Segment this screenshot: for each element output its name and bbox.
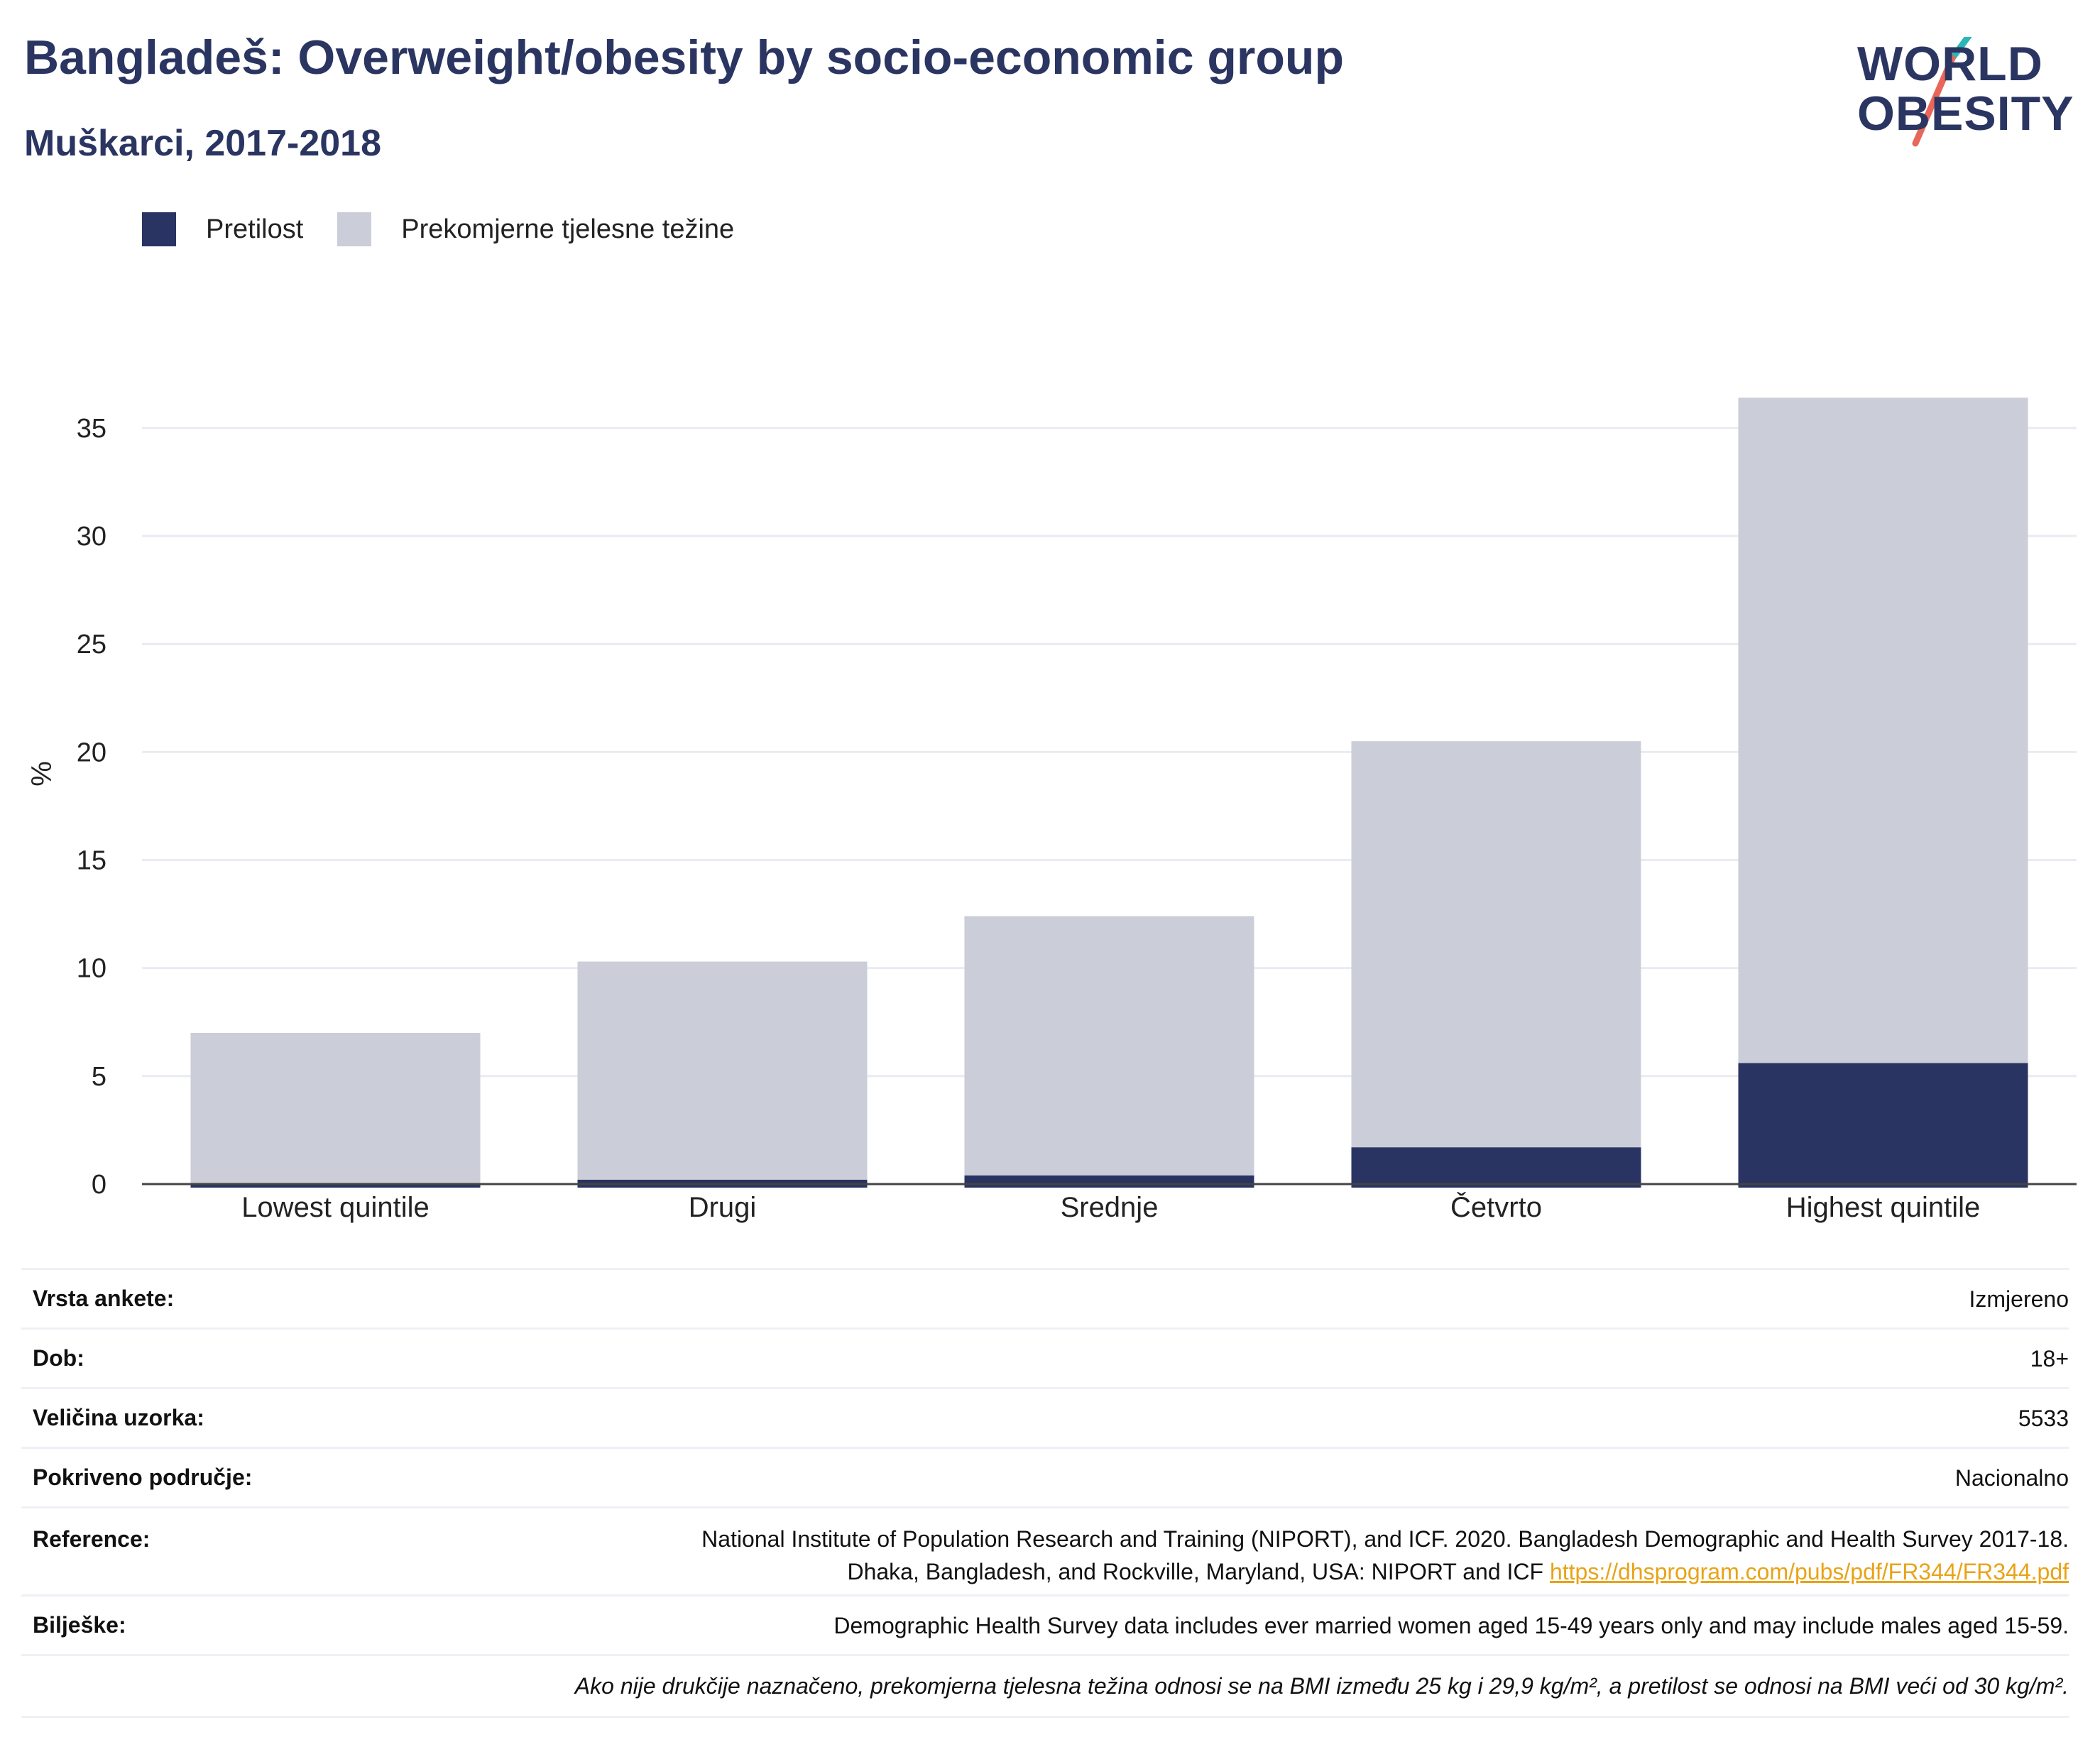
bars: [190, 398, 2028, 1188]
chart-subtitle: Muškarci, 2017-2018: [24, 123, 382, 164]
x-category-label: Lowest quintile: [241, 1192, 430, 1223]
logo-line-1: WORLD: [1857, 37, 2043, 91]
y-tick-label: 0: [92, 1170, 106, 1200]
x-category-label: Highest quintile: [1786, 1192, 1981, 1223]
y-tick-label: 30: [77, 522, 106, 552]
y-tick-label: 5: [92, 1062, 106, 1092]
legend-item-overweight[interactable]: Prekomjerne tjelesne težine: [337, 212, 734, 246]
survey-type-label: Vrsta ankete:: [33, 1286, 175, 1311]
y-tick-label: 15: [77, 846, 106, 876]
survey-type-value: Izmjereno: [1969, 1286, 2069, 1312]
bar-obesity[interactable]: [964, 1175, 1254, 1188]
y-tick-label: 20: [77, 738, 106, 767]
reference-line-2: Dhaka, Bangladesh, and Rockville, Maryla…: [847, 1559, 1544, 1584]
coverage-label: Pokriveno područje:: [33, 1464, 253, 1490]
sample-size-label: Veličina uzorka:: [33, 1405, 204, 1430]
reference-link[interactable]: https://dhsprogram.com/pubs/pdf/FR344/FR…: [1549, 1559, 2069, 1584]
reference-value: National Institute of Population Researc…: [701, 1523, 2069, 1588]
chart-title: Bangladeš: Overweight/obesity by socio-e…: [24, 31, 1345, 84]
bar-overweight[interactable]: [190, 1032, 481, 1184]
y-tick-label: 25: [77, 630, 106, 659]
world-obesity-logo: WORLD OBESITY: [1846, 37, 2087, 150]
bar-overweight[interactable]: [1738, 398, 2028, 1063]
legend-swatch-overweight: [337, 212, 372, 246]
legend-label-obesity: Pretilost: [206, 214, 304, 244]
x-category-labels: Lowest quintile Drugi Srednje Četvrto Highes…: [241, 1191, 1980, 1223]
bar-overweight[interactable]: [964, 916, 1254, 1176]
reference-label: Reference:: [33, 1526, 151, 1552]
x-category-label: Srednje: [1061, 1192, 1159, 1223]
legend-swatch-obesity: [142, 212, 176, 246]
reference-line-1: National Institute of Population Researc…: [701, 1526, 2069, 1552]
info-row-sample-size: Veličina uzorka: 5533: [21, 1387, 2069, 1447]
legend-label-overweight: Prekomjerne tjelesne težine: [401, 214, 735, 244]
bar-overweight[interactable]: [577, 961, 868, 1180]
bar-chart: 0 5 10 15 20 25 30 35 Lowest quintile Drugi Sredn…: [26, 398, 2077, 1223]
y-tick-label: 10: [77, 954, 106, 984]
coverage-value: Nacionalno: [1954, 1464, 2069, 1491]
notes-label: Bilješke:: [33, 1612, 126, 1638]
x-category-label: Drugi: [689, 1192, 757, 1223]
age-value: 18+: [2030, 1345, 2069, 1371]
logo-slash-icon: [1912, 37, 1972, 147]
legend-item-obesity[interactable]: Pretilost: [142, 212, 303, 246]
y-tick-labels: 0 5 10 15 20 25 30 35: [77, 414, 106, 1200]
info-row-age: Dob: 18+: [21, 1327, 2069, 1387]
y-axis-title: %: [26, 761, 58, 787]
age-label: Dob:: [33, 1345, 84, 1371]
y-tick-label: 35: [77, 414, 106, 444]
sample-size-value: 5533: [2018, 1405, 2069, 1431]
bar-obesity[interactable]: [190, 1184, 481, 1188]
x-category-label: Četvrto: [1450, 1191, 1542, 1223]
info-row-survey-type: Vrsta ankete: Izmjereno: [21, 1268, 2069, 1327]
bar-overweight[interactable]: [1351, 741, 1641, 1148]
bar-obesity[interactable]: [1738, 1063, 2028, 1188]
chart-legend: Pretilost Prekomjerne tjelesne težine: [142, 212, 768, 247]
info-row-coverage: Pokriveno područje: Nacionalno: [21, 1447, 2069, 1506]
info-row-notes: Bilješke: Demographic Health Survey data…: [21, 1594, 2069, 1654]
footnote: Ako nije drukčije naznačeno, prekomjerna…: [21, 1654, 2069, 1718]
info-table: Vrsta ankete: Izmjereno Dob: 18+ Veličin…: [21, 1268, 2069, 1718]
info-row-reference: Reference: National Institute of Populat…: [21, 1506, 2069, 1594]
reference-line-2-wrap: Dhaka, Bangladesh, and Rockville, Maryla…: [701, 1555, 2069, 1588]
notes-value: Demographic Health Survey data includes …: [833, 1612, 2069, 1638]
bar-obesity[interactable]: [1351, 1147, 1641, 1188]
logo-line-2: OBESITY: [1857, 87, 2074, 141]
